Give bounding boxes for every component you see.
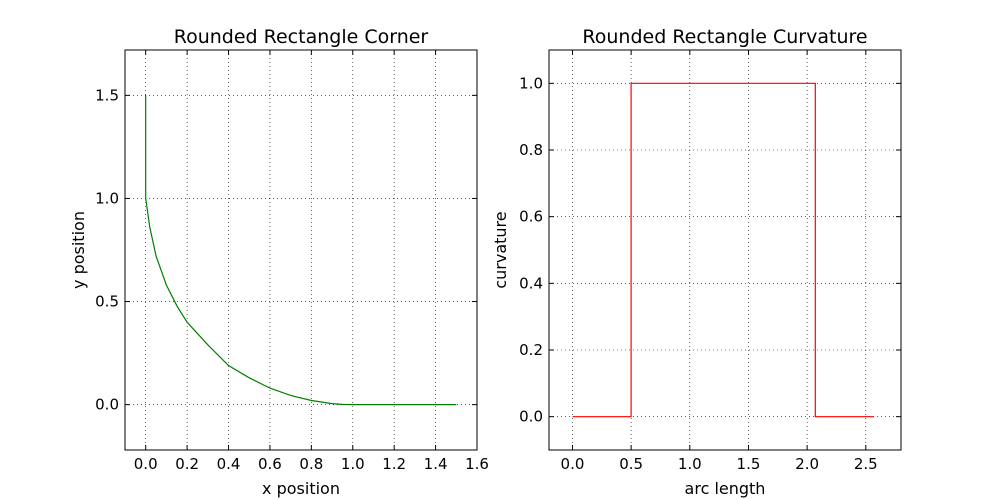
corner-x-axis-label: x position: [262, 479, 340, 498]
corner-x-tick-label: 1.0: [341, 455, 365, 473]
curvature-y-tick-label: 0.4: [519, 274, 543, 292]
curvature-y-tick-label: 0.6: [519, 208, 543, 226]
corner-x-tick-label: 0.8: [299, 455, 323, 473]
curvature-x-tick-label: 1.5: [737, 455, 761, 473]
curvature-x-tick-label: 2.0: [795, 455, 819, 473]
curvature-y-tick-label: 1.0: [519, 74, 543, 92]
curvature-panel: Rounded Rectangle Curvature arc length c…: [491, 26, 902, 498]
corner-x-tick-label: 1.4: [424, 455, 448, 473]
corner-x-tick-label: 0.6: [258, 455, 282, 473]
corner-y-tick-label: 1.5: [95, 86, 119, 104]
curvature-series-line: [572, 82, 874, 418]
corner-plot-frame: [124, 49, 478, 451]
curvature-y-axis-label: curvature: [491, 211, 510, 288]
curvature-x-tick-label: 0.0: [561, 455, 585, 473]
corner-chart-title: Rounded Rectangle Corner: [174, 26, 429, 48]
curvature-x-axis-label: arc length: [685, 479, 766, 498]
corner-y-axis-label: y position: [69, 211, 88, 289]
curvature-y-tick-label: 0.0: [519, 408, 543, 426]
curvature-x-tick-label: 1.0: [678, 455, 702, 473]
corner-x-tick-label: 1.6: [465, 455, 489, 473]
corner-x-tick-label: 0.0: [134, 455, 158, 473]
curvature-plot-frame: [548, 49, 902, 451]
corner-x-tick-label: 0.2: [175, 455, 199, 473]
corner-panel: Rounded Rectangle Corner x position y po…: [69, 26, 489, 498]
corner-y-tick-label: 0.0: [95, 396, 119, 414]
corner-x-tick-label: 0.4: [217, 455, 241, 473]
curvature-chart-title: Rounded Rectangle Curvature: [582, 26, 867, 48]
curvature-x-tick-label: 2.5: [854, 455, 878, 473]
corner-y-tick-label: 1.0: [95, 189, 119, 207]
corner-y-tick-label: 0.5: [95, 293, 119, 311]
corner-x-tick-label: 1.2: [382, 455, 406, 473]
curvature-y-tick-label: 0.2: [519, 341, 543, 359]
curvature-x-tick-label: 0.5: [619, 455, 643, 473]
curvature-y-tick-label: 0.8: [519, 141, 543, 159]
corner-series-line: [145, 95, 457, 406]
